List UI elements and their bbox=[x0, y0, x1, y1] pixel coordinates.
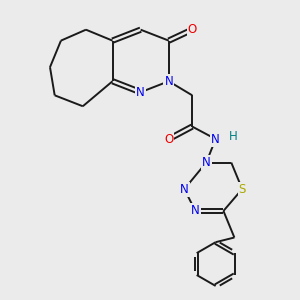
Text: S: S bbox=[238, 183, 246, 196]
Text: O: O bbox=[164, 133, 173, 146]
Text: N: N bbox=[202, 156, 211, 169]
Text: N: N bbox=[191, 204, 200, 218]
Text: H: H bbox=[229, 130, 238, 143]
Text: N: N bbox=[211, 133, 220, 146]
Text: N: N bbox=[164, 75, 173, 88]
Text: O: O bbox=[188, 23, 197, 36]
Text: N: N bbox=[136, 86, 145, 99]
Text: N: N bbox=[180, 183, 189, 196]
